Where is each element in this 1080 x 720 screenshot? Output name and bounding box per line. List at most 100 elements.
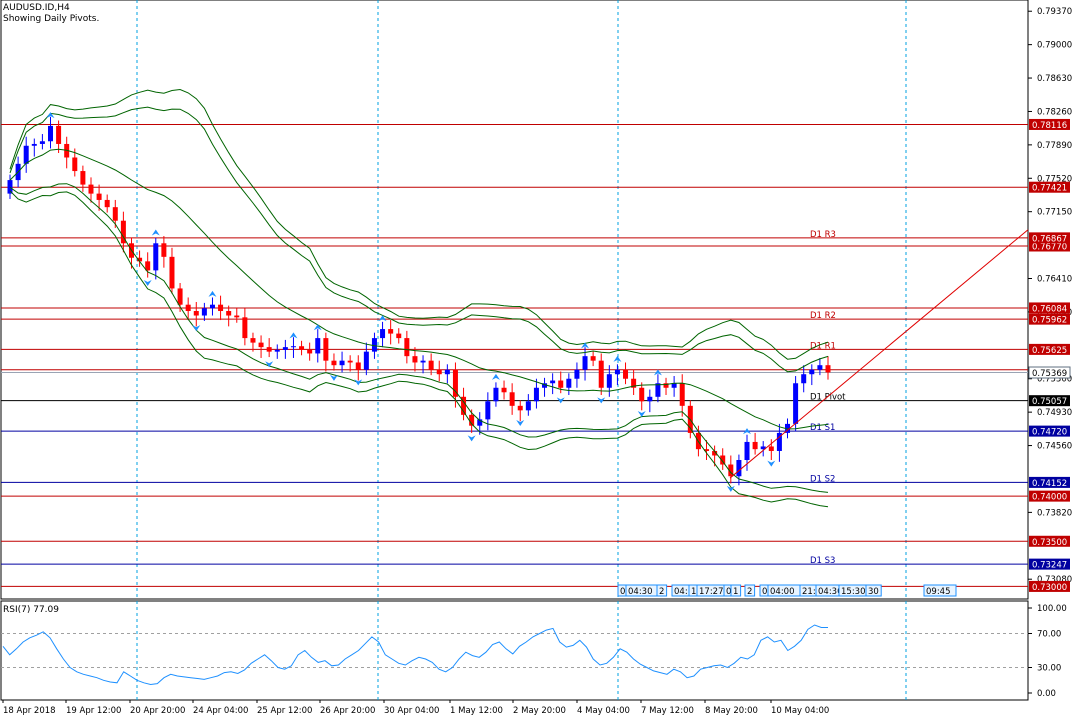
price-tag [1029,535,1070,547]
time-marker-label: 0 [726,587,731,597]
candle-body [161,243,167,257]
candle-body [72,157,78,172]
candle-body [574,369,580,379]
pivot-level-name: D1 R1 [810,341,836,351]
candle-body [655,383,661,397]
candle-body [501,387,507,393]
price-tag [1029,580,1070,592]
candle-body [793,383,799,424]
price-axis-label: 0.78630 [1037,74,1072,84]
time-axis-label: 8 May 20:00 [705,706,758,716]
fractal-up-arrow [653,369,662,376]
candle-body [493,387,499,402]
pivot-level-name: D1 R2 [810,311,836,321]
candle-body [120,220,126,244]
candle-body [598,360,604,388]
candle-body [679,383,685,406]
candle-body [185,304,191,312]
time-marker-label: 04:30 [818,587,843,597]
rsi-axis-label: 30.00 [1037,664,1061,674]
pivot-level-name: D1 S3 [810,556,835,566]
candle-body [347,360,353,363]
time-axis-label: 2 May 20:00 [513,706,566,716]
candle-body [153,243,159,271]
price-axis-label: 0.79370 [1037,7,1072,17]
time-marker-label: 30 [868,587,879,597]
candle-body [39,141,45,144]
candle-body [218,304,224,312]
pivot-indicator-note: Showing Daily Pivots. [3,14,100,24]
time-marker-label: 2 [659,587,664,597]
price-tag [1029,490,1070,502]
candle-body [606,374,612,388]
time-axis-label: 19 Apr 12:00 [66,706,121,716]
candle-body [88,184,94,194]
pivot-level-name: D1 S1 [810,423,835,433]
fractal-up-arrow [289,332,298,339]
candle-body [56,125,62,144]
candle-body [104,199,110,208]
fractal-up-arrow [151,229,160,236]
time-axis-label: 7 May 12:00 [641,706,694,716]
rsi-axis-label: 70.00 [1037,630,1061,640]
price-tag [1029,302,1070,314]
price-tag-label: 0.78116 [1032,121,1067,131]
rsi-axis-label: 0.00 [1037,689,1056,699]
fractal-down-arrow [637,410,646,417]
time-marker-label: 04:30 [628,587,653,597]
candle-body [720,455,726,465]
candle-body [469,414,475,426]
candle-body [631,378,637,388]
candle-body [768,446,774,451]
price-tag-label: 0.76770 [1032,242,1067,252]
fractal-down-arrow [597,397,606,404]
lower-band-inner [9,183,829,493]
price-axis-label: 0.76410 [1037,275,1072,285]
candle-body [363,351,369,370]
pivot-level-name: D1 R3 [810,230,836,240]
fractal-down-arrow [265,361,274,368]
pivot-price-tag [1029,395,1070,407]
current-price-tag-label: 0.75369 [1032,369,1067,379]
candle-body [47,125,53,142]
candle-body [525,401,531,411]
fractal-up-arrow [743,428,752,435]
pivot-price-tag [1029,476,1070,488]
candle-body [671,383,677,388]
candle-body [614,369,620,375]
pivot-price-tag [1029,425,1070,437]
candle-body [290,346,296,348]
candle-body [209,304,215,309]
middle-band [9,148,829,430]
candle-body [785,423,791,433]
pivot-price-tag [1029,232,1070,244]
candle-body [380,329,386,339]
price-axis-label: 0.77890 [1037,141,1072,151]
candle-body [444,369,450,375]
price-axis-label: 0.74930 [1037,408,1072,418]
candle-body [760,446,766,450]
time-marker-label: 04: [674,587,688,597]
candle-body [193,311,199,316]
time-axis-label: 30 Apr 04:00 [384,706,439,716]
candle-body [825,365,831,373]
time-axis-label: 18 Apr 2018 [3,706,56,716]
candle-body [566,378,572,388]
candle-body [299,346,305,350]
price-tag [1029,181,1070,193]
pivot-price-tag-label: 0.74720 [1032,428,1067,438]
upper-band-inner [9,106,829,373]
price-axis-label: 0.78260 [1037,107,1072,117]
time-axis-label: 20 Apr 20:00 [130,706,185,716]
price-tag-label: 0.73500 [1032,538,1067,548]
time-marker-label: 0 [620,587,625,597]
candle-body [477,419,483,426]
candle-body [274,349,280,352]
fractal-up-arrow [46,112,55,119]
candle-body [712,450,718,456]
candle-body [145,261,151,271]
candle-body [639,387,645,402]
candle-body [776,432,782,451]
candle-body [80,171,86,185]
